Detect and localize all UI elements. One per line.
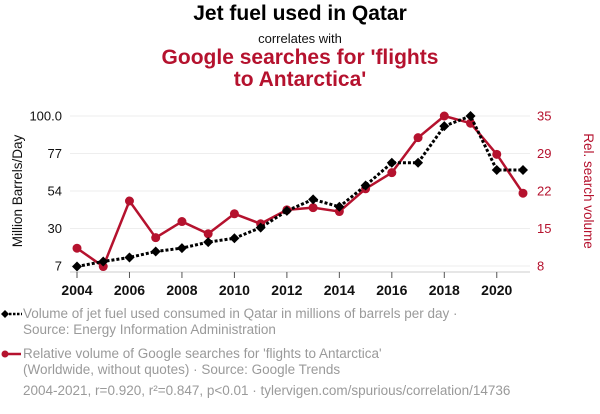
data-point-jet-fuel <box>360 180 371 191</box>
data-point-jet-fuel <box>281 205 292 216</box>
data-point-google <box>439 111 449 121</box>
chart-svg: 100.0 35 77 29 54 22 30 15 7 8 2004 2006 2008 2010 201… <box>10 109 596 299</box>
legend-text-jet-fuel-line2: Source: Energy Information Administratio… <box>23 322 276 337</box>
chart-title-secondary-line1: Google searches for 'flights <box>161 46 439 69</box>
chart-title-secondary: Google searches for 'flights to Antarcti… <box>150 47 450 91</box>
data-point-jet-fuel <box>439 121 450 132</box>
data-point-jet-fuel <box>203 237 214 248</box>
data-point-jet-fuel <box>229 233 240 244</box>
data-point-google <box>492 149 502 159</box>
y-tick-label-right: 8 <box>537 259 544 274</box>
data-point-google <box>387 168 397 178</box>
data-point-google <box>151 233 161 243</box>
data-point-jet-fuel <box>465 111 476 121</box>
data-point-jet-fuel <box>334 201 345 212</box>
data-point-jet-fuel <box>308 194 319 205</box>
y-tick-label-right: 15 <box>537 221 551 236</box>
x-tick-label: 2006 <box>114 282 145 298</box>
y-tick-label-left: 54 <box>48 184 62 199</box>
y-axis-label-right: Rel. search volume <box>581 133 596 249</box>
data-point-jet-fuel <box>491 165 502 176</box>
y-tick-label-right: 35 <box>537 109 551 124</box>
data-point-jet-fuel <box>386 157 397 168</box>
x-tick-label: 2020 <box>481 282 512 298</box>
series-line-google <box>76 114 525 268</box>
legend-item-jet-fuel: Volume of jet fuel used consumed in Qata… <box>1 306 583 338</box>
data-point-google <box>229 209 239 219</box>
x-tick-label: 2014 <box>324 282 355 298</box>
data-point-google <box>124 196 134 206</box>
data-point-jet-fuel <box>518 165 528 176</box>
chart-title: Jet fuel used in Qatar <box>193 2 407 25</box>
series-jet-fuel <box>72 111 528 272</box>
y-tick-label-right: 22 <box>537 184 551 199</box>
data-point-jet-fuel <box>72 261 82 272</box>
legend-text-jet-fuel-line1: Volume of jet fuel used consumed in Qata… <box>23 306 458 321</box>
data-point-jet-fuel <box>413 157 424 168</box>
data-point-google <box>177 217 187 227</box>
data-point-google <box>203 229 213 239</box>
y-tick-label-left: 30 <box>48 221 62 236</box>
legend-text-google-line2: (Worldwide, without quotes) · Source: Go… <box>23 362 341 377</box>
data-point-jet-fuel <box>176 243 187 254</box>
chart-subtitle: correlates with <box>258 31 342 46</box>
data-point-google <box>413 133 423 143</box>
data-point-google <box>518 188 528 198</box>
y-tick-label-right: 29 <box>537 146 551 161</box>
series-google-searches <box>72 111 528 272</box>
y-axis-label-left: Million Barrels/Day <box>10 134 25 247</box>
y-tick-label-left: 77 <box>48 146 62 161</box>
x-tick-label: 2012 <box>271 282 302 298</box>
gridlines <box>70 115 530 267</box>
data-point-jet-fuel <box>98 256 109 267</box>
data-point-jet-fuel <box>150 246 161 257</box>
chart-title-secondary-line2: to Antarctica' <box>233 68 367 91</box>
axes: 100.0 35 77 29 54 22 30 15 7 8 2004 2006 2008 2010 201… <box>29 109 551 299</box>
x-tick-label: 2008 <box>166 282 197 298</box>
x-tick-label: 2018 <box>429 282 460 298</box>
x-tick-label: 2010 <box>219 282 250 298</box>
data-point-google <box>98 262 108 272</box>
series-line-jet-fuel <box>76 114 523 268</box>
legend-marker-diamond-icon <box>1 310 22 318</box>
x-tick-label: 2016 <box>376 282 407 298</box>
data-point-google <box>308 203 318 213</box>
legend-text-google-line1: Relative volume of Google searches for '… <box>23 346 382 361</box>
data-point-google <box>466 118 476 128</box>
y-tick-label-left: 100.0 <box>29 109 62 124</box>
data-point-jet-fuel <box>255 222 266 233</box>
y-tick-label-left: 7 <box>55 259 62 274</box>
legend-item-google-searches: Relative volume of Google searches for '… <box>1 346 583 378</box>
x-tick-label: 2004 <box>61 282 92 298</box>
legend-marker-circle-icon <box>1 350 21 358</box>
data-point-jet-fuel <box>124 252 135 263</box>
data-point-google <box>72 243 82 253</box>
footer-stats: 2004-2021, r=0.920, r²=0.847, p<0.01 · t… <box>23 383 511 398</box>
